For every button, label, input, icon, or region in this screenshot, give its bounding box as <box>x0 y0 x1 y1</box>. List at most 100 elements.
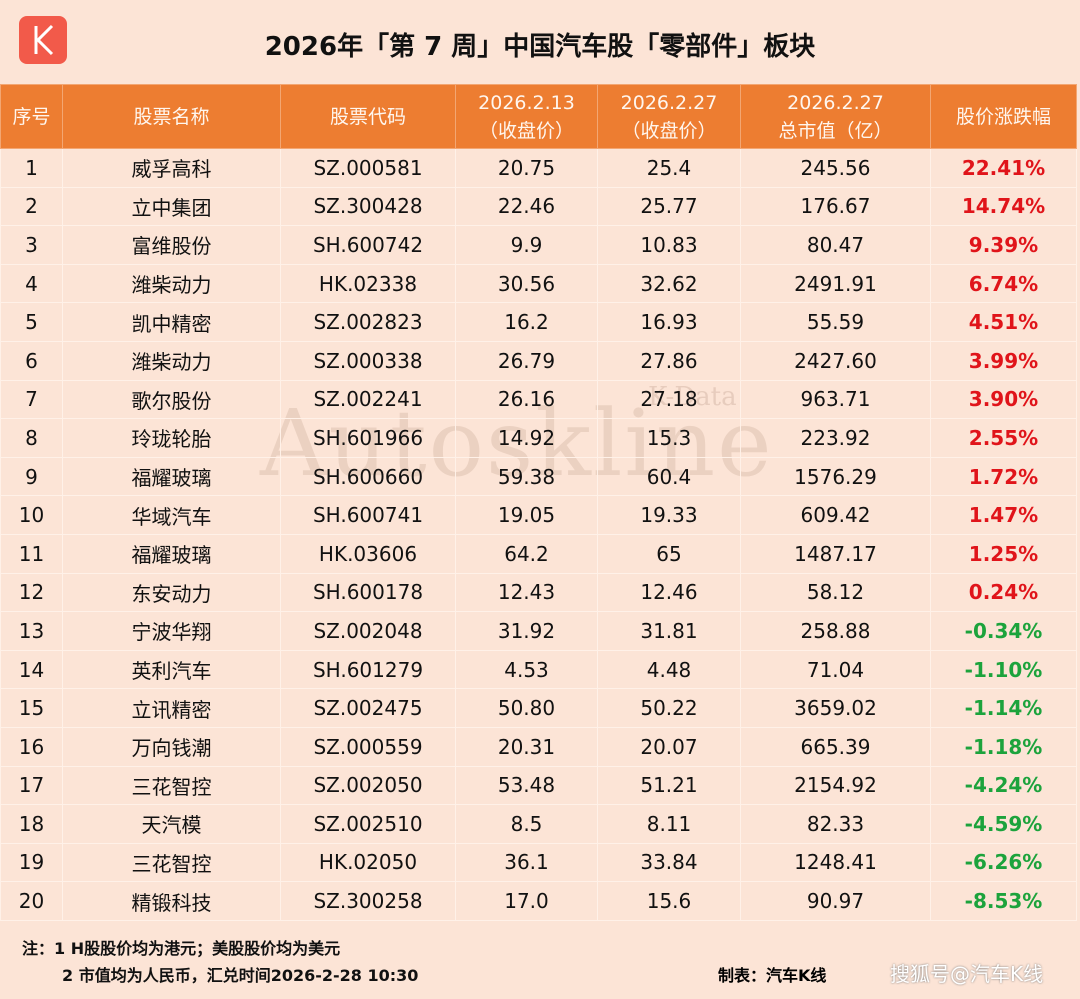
close-price-0213: 12.43 <box>455 572 598 613</box>
stock-code: SZ.300258 <box>280 881 456 921</box>
close-price-0213: 64.2 <box>455 533 598 574</box>
stock-name: 立讯精密 <box>62 688 281 728</box>
stock-name: 福耀玻璃 <box>62 533 281 574</box>
stock-code: SZ.002823 <box>280 302 456 342</box>
close-price-0213: 16.2 <box>455 302 598 342</box>
price-change: 4.51% <box>930 302 1077 342</box>
row-index: 18 <box>0 804 63 844</box>
row-index: 12 <box>0 572 63 613</box>
price-change: -4.24% <box>930 765 1077 806</box>
close-price-0227: 15.3 <box>597 418 741 458</box>
stock-name: 立中集团 <box>62 186 281 227</box>
close-price-0213: 14.92 <box>455 418 598 458</box>
column-header: 股价涨跌幅 <box>930 84 1077 149</box>
price-change: -6.26% <box>930 842 1077 883</box>
price-change: 1.25% <box>930 533 1077 574</box>
stock-code: SH.600741 <box>280 495 456 535</box>
note-1: 注：1 H股股价均为港元；美股股价均为美元 <box>22 939 341 958</box>
table-row: 1 威孚高科 SZ.000581 20.75 25.4 245.56 22.41% <box>0 148 1077 188</box>
column-header-line1: 序号 <box>12 105 51 128</box>
market-cap: 2427.60 <box>740 340 931 381</box>
price-change: 0.24% <box>930 572 1077 613</box>
close-price-0227: 27.86 <box>597 340 741 381</box>
close-price-0227: 8.11 <box>597 804 741 844</box>
row-index: 10 <box>0 495 63 535</box>
close-price-0227: 4.48 <box>597 649 741 690</box>
stock-code: SZ.002475 <box>280 688 456 728</box>
market-cap: 2154.92 <box>740 765 931 806</box>
row-index: 19 <box>0 842 63 883</box>
close-price-0227: 65 <box>597 533 741 574</box>
close-price-0227: 33.84 <box>597 842 741 883</box>
stock-name: 天汽模 <box>62 804 281 844</box>
market-cap: 71.04 <box>740 649 931 690</box>
row-index: 11 <box>0 533 63 574</box>
column-header-line1: 股票名称 <box>133 105 210 128</box>
row-index: 15 <box>0 688 63 728</box>
market-cap: 82.33 <box>740 804 931 844</box>
close-price-0213: 4.53 <box>455 649 598 690</box>
table-row: 5 凯中精密 SZ.002823 16.2 16.93 55.59 4.51% <box>0 302 1077 342</box>
column-header: 2026.2.27 （收盘价） <box>597 84 741 149</box>
stock-name: 威孚高科 <box>62 148 281 188</box>
row-index: 20 <box>0 881 63 921</box>
table-row: 4 潍柴动力 HK.02338 30.56 32.62 2491.91 6.74% <box>0 263 1077 304</box>
column-header-line1: 股票代码 <box>329 105 406 128</box>
column-header-line2: （收盘价） <box>478 119 574 142</box>
stock-code: SH.601966 <box>280 418 456 458</box>
table-row: 20 精锻科技 SZ.300258 17.0 15.6 90.97 -8.53% <box>0 881 1077 921</box>
stock-name: 福耀玻璃 <box>62 456 281 497</box>
stock-name: 英利汽车 <box>62 649 281 690</box>
price-change: 6.74% <box>930 263 1077 304</box>
close-price-0227: 50.22 <box>597 688 741 728</box>
logo-k-icon <box>34 24 54 56</box>
table-row: 8 玲珑轮胎 SH.601966 14.92 15.3 223.92 2.55% <box>0 418 1077 458</box>
source-watermark: 搜狐号@汽车K线 <box>890 962 1044 986</box>
stock-name: 富维股份 <box>62 225 281 265</box>
table-row: 14 英利汽车 SH.601279 4.53 4.48 71.04 -1.10% <box>0 649 1077 690</box>
market-cap: 1487.17 <box>740 533 931 574</box>
market-cap: 1248.41 <box>740 842 931 883</box>
stock-code: SZ.002048 <box>280 611 456 651</box>
row-index: 13 <box>0 611 63 651</box>
price-change: -8.53% <box>930 881 1077 921</box>
stock-name: 三花智控 <box>62 765 281 806</box>
close-price-0213: 20.31 <box>455 726 598 767</box>
column-header: 2026.2.27 总市值（亿） <box>740 84 931 149</box>
market-cap: 58.12 <box>740 572 931 613</box>
close-price-0227: 25.77 <box>597 186 741 227</box>
row-index: 5 <box>0 302 63 342</box>
close-price-0227: 15.6 <box>597 881 741 921</box>
stock-code: SZ.002050 <box>280 765 456 806</box>
close-price-0213: 50.80 <box>455 688 598 728</box>
table-row: 9 福耀玻璃 SH.600660 59.38 60.4 1576.29 1.72% <box>0 456 1077 497</box>
stock-name: 宁波华翔 <box>62 611 281 651</box>
close-price-0213: 36.1 <box>455 842 598 883</box>
stock-name: 潍柴动力 <box>62 263 281 304</box>
market-cap: 55.59 <box>740 302 931 342</box>
close-price-0227: 32.62 <box>597 263 741 304</box>
column-header: 股票代码 <box>280 84 456 149</box>
row-index: 8 <box>0 418 63 458</box>
price-change: 3.90% <box>930 379 1077 420</box>
table-row: 6 潍柴动力 SZ.000338 26.79 27.86 2427.60 3.99% <box>0 340 1077 381</box>
column-header-line2: （收盘价） <box>621 119 717 142</box>
table-row: 10 华域汽车 SH.600741 19.05 19.33 609.42 1.47% <box>0 495 1077 535</box>
stock-code: SZ.000559 <box>280 726 456 767</box>
market-cap: 80.47 <box>740 225 931 265</box>
stock-name: 东安动力 <box>62 572 281 613</box>
stock-name: 精锻科技 <box>62 881 281 921</box>
market-cap: 258.88 <box>740 611 931 651</box>
price-change: -1.18% <box>930 726 1077 767</box>
stock-table: 序号 股票名称 股票代码 2026.2.13 （收盘价） 2026.2.27 （收盘价） 20… <box>0 84 1077 921</box>
table-row: 13 宁波华翔 SZ.002048 31.92 31.81 258.88 -0.34% <box>0 611 1077 651</box>
price-change: 9.39% <box>930 225 1077 265</box>
close-price-0213: 8.5 <box>455 804 598 844</box>
stock-name: 潍柴动力 <box>62 340 281 381</box>
market-cap: 223.92 <box>740 418 931 458</box>
stock-code: SZ.000338 <box>280 340 456 381</box>
stock-name: 华域汽车 <box>62 495 281 535</box>
table-row: 16 万向钱潮 SZ.000559 20.31 20.07 665.39 -1.18% <box>0 726 1077 767</box>
close-price-0213: 9.9 <box>455 225 598 265</box>
price-change: 2.55% <box>930 418 1077 458</box>
